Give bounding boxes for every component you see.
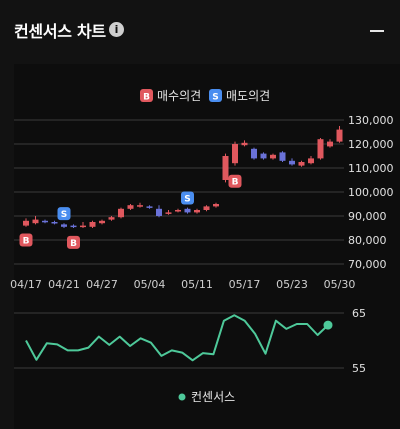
x-tick-label: 05/30 xyxy=(324,278,356,291)
candle-body xyxy=(108,217,115,220)
candle-body xyxy=(194,210,200,213)
x-tick-label: 05/23 xyxy=(276,278,308,291)
info-icon[interactable]: i xyxy=(109,22,124,37)
legend-badge-letter: B xyxy=(143,93,150,103)
candle-body xyxy=(251,148,257,159)
candle-body xyxy=(146,206,153,208)
candle-body xyxy=(32,219,39,224)
y-tick-label: 90,000 xyxy=(348,210,387,223)
minus-icon[interactable] xyxy=(370,30,384,32)
page-title: 컨센서스 차트 xyxy=(14,22,106,41)
sell-signal-badge xyxy=(181,191,194,205)
candle-body xyxy=(241,142,248,146)
y-tick-label: 80,000 xyxy=(348,234,387,247)
candle-body xyxy=(23,220,29,226)
buy-signal-letter: B xyxy=(232,178,239,188)
x-tick-label: 04/21 xyxy=(48,278,80,291)
sub-y-tick-label: 65 xyxy=(352,307,366,320)
candle-body xyxy=(89,222,96,227)
x-tick-label: 04/27 xyxy=(86,278,118,291)
candle-body xyxy=(42,220,48,223)
candle-body xyxy=(327,141,333,147)
candle-body xyxy=(99,220,105,224)
y-tick-label: 120,000 xyxy=(348,138,394,151)
legend-badge-sell xyxy=(209,89,222,102)
candle-body xyxy=(260,153,267,159)
candle-body xyxy=(118,208,124,218)
candle-body xyxy=(336,129,343,142)
legend-badge-letter: S xyxy=(212,93,218,103)
candle-body xyxy=(279,152,286,161)
consensus-legend-label: 컨센서스 xyxy=(191,390,235,404)
candle-body xyxy=(289,160,295,165)
candle-body xyxy=(137,205,143,207)
candle-body xyxy=(175,210,181,212)
legend-label-buy: 매수의견 xyxy=(157,89,201,103)
sub-y-tick-label: 55 xyxy=(352,362,366,375)
x-tick-label: 05/04 xyxy=(134,278,166,291)
candle-body xyxy=(213,204,219,207)
candle-body xyxy=(80,225,86,228)
y-tick-label: 70,000 xyxy=(348,258,387,271)
candle-body xyxy=(61,224,67,227)
candle-body xyxy=(51,222,58,224)
sell-signal-letter: S xyxy=(184,195,190,205)
sell-signal-badge xyxy=(57,207,71,221)
y-tick-label: 100,000 xyxy=(348,186,394,199)
buy-signal-letter: B xyxy=(23,237,30,247)
x-tick-label: 05/11 xyxy=(181,278,213,291)
x-tick-label: 04/17 xyxy=(10,278,42,291)
buy-signal-badge xyxy=(228,174,242,188)
candle-body xyxy=(127,205,134,209)
candle-body xyxy=(184,208,191,213)
candle-body xyxy=(165,212,172,214)
legend-label-sell: 매도의견 xyxy=(226,89,270,103)
candle-body xyxy=(270,154,276,159)
candle-body xyxy=(298,162,305,166)
sell-signal-letter: S xyxy=(61,210,67,220)
candle-body xyxy=(308,158,314,164)
candle-body xyxy=(222,156,229,180)
y-tick-label: 110,000 xyxy=(348,162,394,175)
candle-body xyxy=(70,225,77,228)
candle-body xyxy=(232,144,238,164)
consensus-series-line xyxy=(25,314,329,362)
candle-body xyxy=(203,206,210,210)
buy-signal-badge xyxy=(19,233,33,247)
buy-signal-badge xyxy=(67,235,80,249)
candle-body xyxy=(156,208,162,216)
consensus-last-point xyxy=(323,320,333,330)
y-tick-label: 130,000 xyxy=(348,114,394,127)
legend-badge-buy xyxy=(140,89,153,102)
buy-signal-letter: B xyxy=(70,239,77,249)
x-tick-label: 05/17 xyxy=(229,278,261,291)
header: 컨센서스 차트 i xyxy=(0,0,400,56)
consensus-legend-dot xyxy=(178,393,186,401)
candle-body xyxy=(317,139,324,159)
